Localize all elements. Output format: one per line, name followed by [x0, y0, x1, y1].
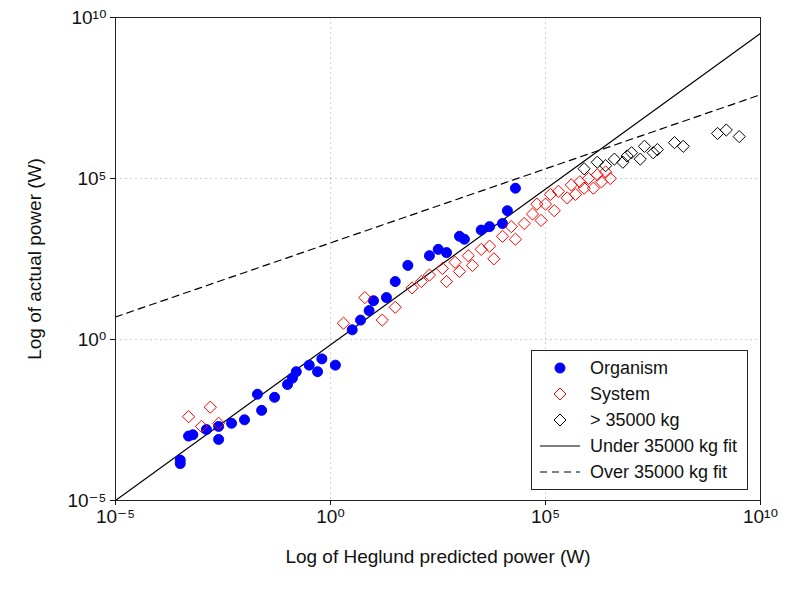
svg-text:10⁰: 10⁰: [316, 506, 345, 527]
svg-text:10⁰: 10⁰: [78, 329, 107, 350]
svg-text:10⁻⁵: 10⁻⁵: [96, 506, 135, 527]
svg-text:Log of Heglund predicted power: Log of Heglund predicted power (W): [285, 546, 590, 567]
html-text:> 35000 kg: > 35000 kg: [590, 409, 680, 430]
html-text:Under 35000 kg fit: Under 35000 kg fit: [590, 435, 738, 456]
html-text:Organism: Organism: [590, 357, 668, 378]
svg-text:10⁵: 10⁵: [77, 168, 106, 189]
svg-text:Log of actual power (W): Log of actual power (W): [24, 158, 45, 360]
html-text:System: System: [590, 383, 650, 404]
svg-text:10¹⁰: 10¹⁰: [743, 506, 778, 527]
html-text:Over 35000 kg fit: Over 35000 kg fit: [590, 461, 728, 482]
svg-text:10¹⁰: 10¹⁰: [71, 7, 106, 28]
svg-text:10⁻⁵: 10⁻⁵: [67, 490, 106, 511]
svg-text:10⁵: 10⁵: [531, 506, 560, 527]
